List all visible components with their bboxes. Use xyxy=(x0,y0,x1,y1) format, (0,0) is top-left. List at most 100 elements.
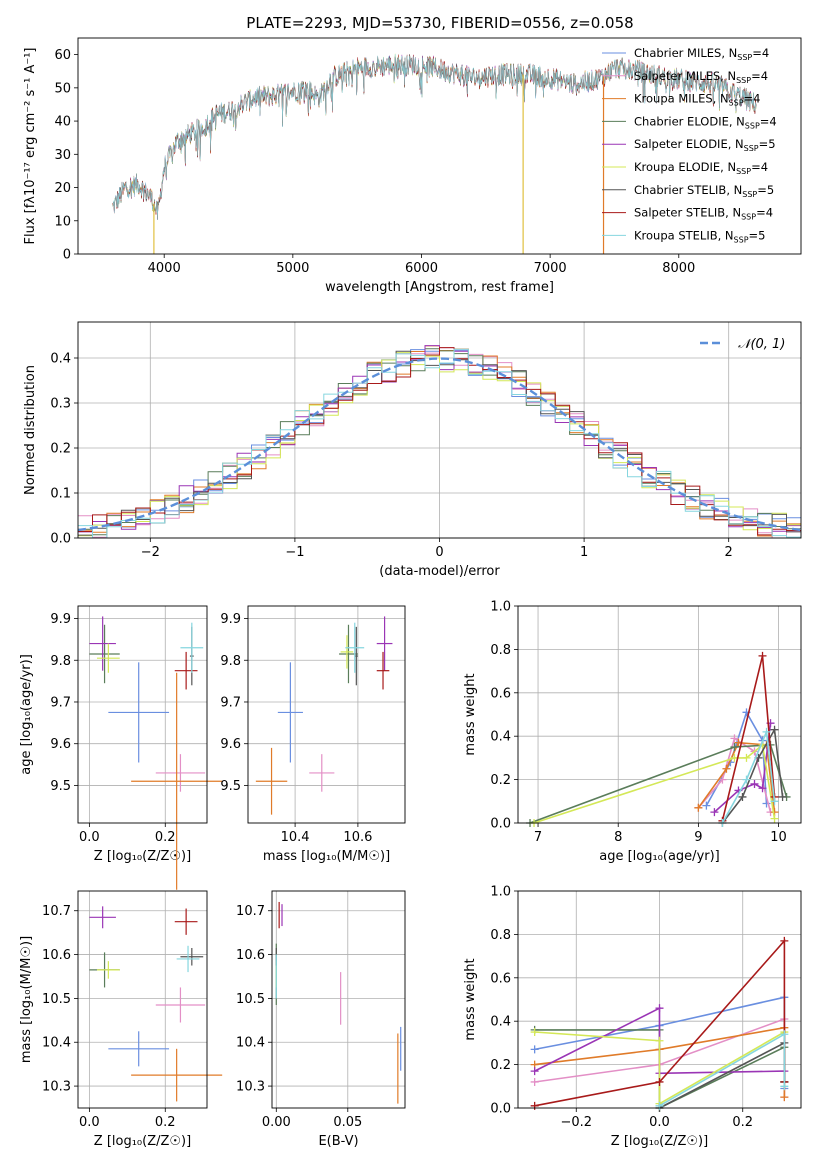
weight-marker xyxy=(770,725,779,734)
weight-marker xyxy=(722,764,731,773)
x-tick-label: 8 xyxy=(614,830,622,845)
x-tick-label: 5000 xyxy=(276,261,309,276)
legend-series-name: Salpeter MILES, N xyxy=(634,69,736,83)
figure-title: PLATE=2293, MJD=53730, FIBERID=0556, z=0… xyxy=(246,14,633,32)
y-tick-label: 0.0 xyxy=(490,817,511,832)
weight-line xyxy=(534,938,786,1107)
weight-marker xyxy=(780,1082,789,1091)
y-axis-label: age [log₁₀(age/yr)] xyxy=(19,654,34,775)
axes-frame xyxy=(517,890,802,1109)
y-tick-label: 10.3 xyxy=(236,1080,265,1095)
y-tick-label: 9.5 xyxy=(50,779,71,794)
legend-series-name: Salpeter ELODIE, N xyxy=(634,137,744,151)
weight-marker xyxy=(702,801,711,810)
legend-label: Kroupa MILES, NSSP=4 xyxy=(634,92,760,108)
x-axis-label: Z [log₁₀(Z/Z☉)] xyxy=(94,1134,191,1149)
y-tick-label: 20 xyxy=(54,181,71,196)
x-tick-label: −0.2 xyxy=(560,1115,592,1130)
weight-marker xyxy=(762,799,771,808)
axes-frame xyxy=(247,605,406,824)
y-tick-label: 0.0 xyxy=(490,1102,511,1117)
x-tick-label: 0.2 xyxy=(155,1115,176,1130)
x-axis-label: wavelength [Angstrom, rest frame] xyxy=(325,280,554,295)
legend-label: Kroupa STELIB, NSSP=5 xyxy=(634,228,765,244)
x-tick-label: 0.0 xyxy=(79,830,100,845)
weight-marker xyxy=(530,1045,539,1054)
y-tick-label: 0.2 xyxy=(490,1058,511,1073)
weight-marker xyxy=(530,1077,539,1086)
weight-marker xyxy=(750,779,759,788)
legend-series-name: Kroupa ELODIE, N xyxy=(634,160,736,174)
weight-marker xyxy=(758,784,767,793)
y-tick-label: 10.7 xyxy=(236,904,265,919)
weight-marker xyxy=(742,753,751,762)
legend-subscript: SSP xyxy=(741,213,756,222)
normal-reference-curve xyxy=(77,357,802,532)
legend-subscript: SSP xyxy=(734,235,749,244)
weight-marker xyxy=(718,775,727,784)
y-tick-label: 10.3 xyxy=(42,1080,71,1095)
weight-marker xyxy=(530,1028,539,1037)
y-tick-label: 0.4 xyxy=(490,1015,511,1030)
panel-weight-vs-age: 7 8 9 10 0.0 0.2 0.4 0.6 0.8 1.0 age [log₁₀(age/yr… xyxy=(463,600,802,864)
legend-subscript: SSP xyxy=(744,144,759,153)
weight-marker xyxy=(694,803,703,812)
y-axis-label: Flux [fλ10⁻¹⁷ erg cm⁻² s⁻¹ A⁻¹] xyxy=(23,48,38,245)
y-tick-label: 10.4 xyxy=(236,1036,265,1051)
legend-series-name: Kroupa MILES, N xyxy=(634,92,729,106)
weight-marker xyxy=(730,743,739,752)
y-tick-label: 9.5 xyxy=(220,779,241,794)
x-axis-label: age [log₁₀(age/yr)] xyxy=(599,849,720,864)
y-tick-label: 10 xyxy=(54,214,71,229)
y-tick-label: 60 xyxy=(54,48,71,63)
y-tick-label: 40 xyxy=(54,115,71,130)
legend-subscript: SSP xyxy=(729,99,744,108)
y-tick-label: 0.8 xyxy=(490,643,511,658)
legend-label: Chabrier MILES, NSSP=4 xyxy=(634,46,769,62)
y-tick-label: 0.4 xyxy=(490,730,511,745)
x-axis-label: Z [log₁₀(Z/Z☉)] xyxy=(611,1134,708,1149)
panel-residuals: −2 −1 0 1 2 0.0 0.1 0.2 0.3 0.4 (data-model)/error… xyxy=(23,321,802,579)
weight-marker xyxy=(780,1093,789,1102)
y-tick-label: 10.5 xyxy=(42,992,71,1007)
y-axis-label: mass [log₁₀(M/M☉)] xyxy=(19,936,34,1063)
x-tick-label: 0.2 xyxy=(155,830,176,845)
legend-subscript: SSP xyxy=(742,190,757,199)
y-tick-label: 0.0 xyxy=(50,532,71,547)
x-tick-label: 0 xyxy=(435,545,443,560)
weight-line xyxy=(721,728,776,824)
y-tick-label: 1.0 xyxy=(490,885,511,900)
y-axis-label: mass weight xyxy=(463,673,478,755)
y-tick-label: 0.3 xyxy=(50,397,71,412)
y-tick-label: 0.6 xyxy=(490,686,511,701)
legend-subscript: SSP xyxy=(736,167,751,176)
y-tick-label: 9.7 xyxy=(220,695,241,710)
x-tick-label: 8000 xyxy=(662,261,695,276)
y-tick-label: 9.9 xyxy=(50,612,71,627)
weight-marker xyxy=(730,734,739,743)
legend-series-name: Salpeter STELIB, N xyxy=(634,206,741,220)
x-tick-label: 1 xyxy=(580,545,588,560)
y-tick-label: 9.9 xyxy=(220,612,241,627)
legend-subscript: SSP xyxy=(736,76,751,85)
weight-marker xyxy=(738,792,747,801)
legend-nssp: =4 xyxy=(756,206,773,220)
weight-marker xyxy=(742,775,751,784)
x-tick-label: 0.00 xyxy=(262,1115,291,1130)
legend-label: 𝒩(0, 1) xyxy=(738,337,785,352)
y-axis-label: mass weight xyxy=(463,958,478,1040)
x-tick-label: 2 xyxy=(725,545,733,560)
y-tick-label: 0.4 xyxy=(50,352,71,367)
x-tick-label: 4000 xyxy=(148,261,181,276)
legend-nssp: =4 xyxy=(744,92,761,106)
y-tick-label: 1.0 xyxy=(490,600,511,615)
legend-label: Chabrier ELODIE, NSSP=4 xyxy=(634,114,777,130)
axes-frame xyxy=(77,605,208,824)
panel-age-vs-mass: 10.4 10.6 9.5 9.6 9.7 9.8 9.9 mass [log₁₀(M/M☉)… xyxy=(220,605,406,864)
spectrum-line xyxy=(112,54,757,220)
weight-line xyxy=(534,1031,785,1106)
legend-nssp: =4 xyxy=(751,160,768,174)
x-tick-label: 6000 xyxy=(405,261,438,276)
x-axis-label: E(B-V) xyxy=(318,1134,358,1149)
